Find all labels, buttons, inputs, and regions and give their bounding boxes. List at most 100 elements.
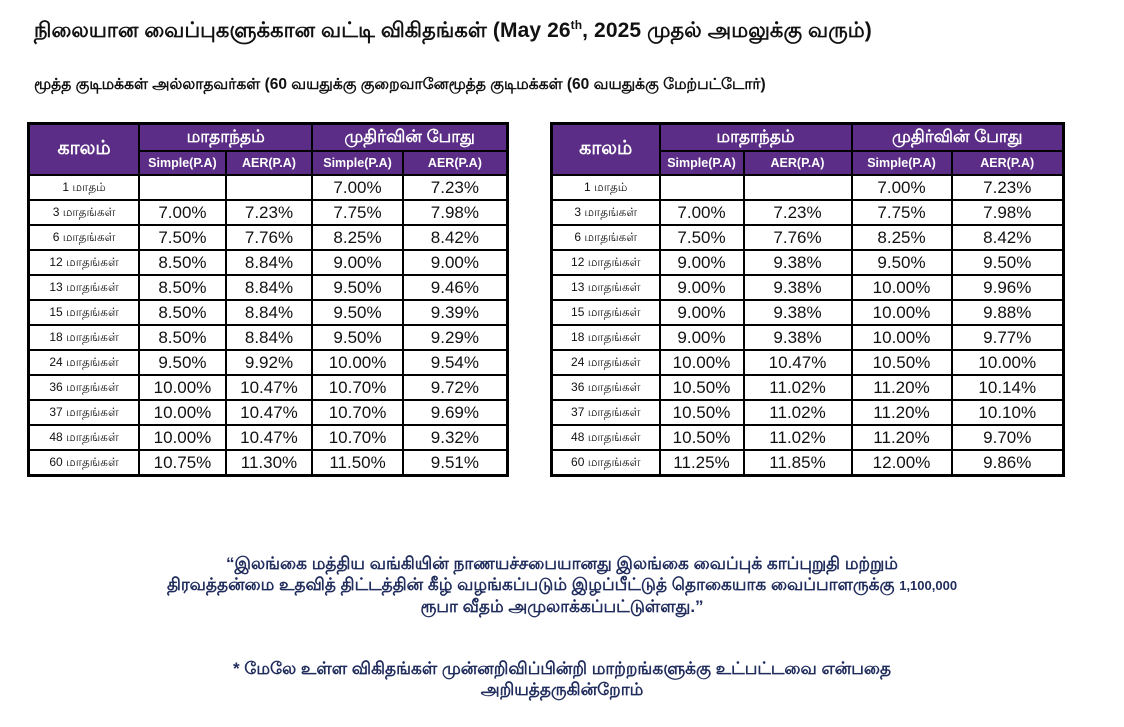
maturity-simple-header: Simple(P.A) <box>311 150 404 176</box>
page-title-superscript: th <box>570 18 583 32</box>
table-row: 15 மாதங்கள் 9.00% 9.38% 10.00% 9.88% <box>550 299 1065 326</box>
period-cell: 1 மாதம் <box>27 174 141 201</box>
monthly-simple-cell: 7.50% <box>658 224 745 251</box>
maturity-aer-cell: 7.98% <box>950 199 1065 226</box>
maturity-simple-cell: 9.50% <box>311 274 404 301</box>
maturity-simple-cell: 10.00% <box>850 274 953 301</box>
period-cell: 13 மாதங்கள் <box>27 274 141 301</box>
maturity-simple-cell: 11.50% <box>311 449 404 477</box>
monthly-simple-header: Simple(P.A) <box>138 150 227 176</box>
monthly-simple-cell: 10.00% <box>138 424 227 451</box>
notice-line-2-text: திரவத்தன்மை உதவித் திட்டத்தின் கீழ் வழங்… <box>166 575 895 594</box>
maturity-simple-cell: 9.50% <box>311 299 404 326</box>
table-row: 6 மாதங்கள் 7.50% 7.76% 8.25% 8.42% <box>550 224 1065 251</box>
maturity-header: முதிர்வின் போது <box>311 122 509 152</box>
table-row: 6 மாதங்கள் 7.50% 7.76% 8.25% 8.42% <box>27 224 509 251</box>
monthly-simple-cell: 7.00% <box>658 199 745 226</box>
monthly-aer-cell: 10.47% <box>224 399 314 426</box>
notice-line-1: “இலங்கை மத்திய வங்கியின் நாணயச்சபையானது … <box>226 554 898 573</box>
maturity-aer-cell: 9.00% <box>401 249 509 276</box>
maturity-aer-cell: 9.69% <box>401 399 509 426</box>
maturity-simple-cell: 9.50% <box>311 324 404 351</box>
maturity-aer-cell: 9.51% <box>401 449 509 477</box>
monthly-simple-cell: 10.00% <box>138 399 227 426</box>
maturity-aer-cell: 9.72% <box>401 374 509 401</box>
maturity-simple-cell: 10.00% <box>850 324 953 351</box>
table-row: 12 மாதங்கள் 8.50% 8.84% 9.00% 9.00% <box>27 249 509 276</box>
maturity-aer-cell: 8.42% <box>950 224 1065 251</box>
maturity-simple-cell: 9.50% <box>850 249 953 276</box>
period-cell: 36 மாதங்கள் <box>550 374 661 401</box>
period-cell: 6 மாதங்கள் <box>550 224 661 251</box>
monthly-aer-cell: 9.38% <box>742 324 853 351</box>
table-row: 37 மாதங்கள் 10.50% 11.02% 11.20% 10.10% <box>550 399 1065 426</box>
rates-table-senior: காலம் மாதாந்தம் முதிர்வின் போது Simple(P… <box>550 122 1065 477</box>
monthly-aer-cell: 8.84% <box>224 324 314 351</box>
monthly-simple-cell: 7.00% <box>138 199 227 226</box>
monthly-simple-cell: 10.50% <box>658 399 745 426</box>
notice-line-3: ரூபா வீதம் அமுலாக்கப்பட்டுள்ளது.” <box>420 597 704 616</box>
maturity-aer-cell: 7.23% <box>401 174 509 201</box>
monthly-simple-cell: 8.50% <box>138 324 227 351</box>
period-cell: 18 மாதங்கள் <box>27 324 141 351</box>
monthly-aer-cell: 7.23% <box>742 199 853 226</box>
period-cell: 60 மாதங்கள் <box>27 449 141 477</box>
table-row: 12 மாதங்கள் 9.00% 9.38% 9.50% 9.50% <box>550 249 1065 276</box>
table-row: 13 மாதங்கள் 9.00% 9.38% 10.00% 9.96% <box>550 274 1065 301</box>
maturity-header: முதிர்வின் போது <box>850 122 1065 152</box>
maturity-simple-cell: 7.75% <box>311 199 404 226</box>
table-row: 24 மாதங்கள் 10.00% 10.47% 10.50% 10.00% <box>550 349 1065 376</box>
period-cell: 37 மாதங்கள் <box>27 399 141 426</box>
monthly-simple-cell: 8.50% <box>138 249 227 276</box>
monthly-aer-cell: 11.02% <box>742 424 853 451</box>
monthly-simple-cell: 9.00% <box>658 274 745 301</box>
maturity-aer-cell: 10.10% <box>950 399 1065 426</box>
maturity-simple-cell: 9.00% <box>311 249 404 276</box>
rates-disclaimer: * மேலே உள்ள விகிதங்கள் முன்னறிவிப்பின்றி… <box>0 658 1124 700</box>
monthly-aer-cell: 11.85% <box>742 449 853 477</box>
page-title-main: நிலையான வைப்புகளுக்கான வட்டி விகிதங்கள் … <box>34 19 571 42</box>
maturity-aer-cell: 9.39% <box>401 299 509 326</box>
maturity-simple-cell: 10.70% <box>311 374 404 401</box>
period-cell: 48 மாதங்கள் <box>27 424 141 451</box>
period-header: காலம் <box>550 122 661 176</box>
period-cell: 1 மாதம் <box>550 174 661 201</box>
maturity-simple-cell: 11.20% <box>850 399 953 426</box>
maturity-aer-cell: 9.77% <box>950 324 1065 351</box>
monthly-aer-cell <box>224 174 314 201</box>
table-row: 24 மாதங்கள் 9.50% 9.92% 10.00% 9.54% <box>27 349 509 376</box>
maturity-simple-cell: 10.50% <box>850 349 953 376</box>
monthly-simple-header: Simple(P.A) <box>658 150 745 176</box>
monthly-aer-cell: 8.84% <box>224 274 314 301</box>
maturity-simple-header: Simple(P.A) <box>850 150 953 176</box>
page-title-end: , 2025 முதல் அமலுக்கு வரும்) <box>582 19 872 42</box>
maturity-simple-cell: 8.25% <box>311 224 404 251</box>
period-cell: 15 மாதங்கள் <box>27 299 141 326</box>
table-row: 1 மாதம் 7.00% 7.23% <box>27 174 509 201</box>
table-row: 60 மாதங்கள் 10.75% 11.30% 11.50% 9.51% <box>27 449 509 477</box>
maturity-simple-cell: 12.00% <box>850 449 953 477</box>
monthly-header: மாதாந்தம் <box>138 122 314 152</box>
maturity-aer-cell: 9.32% <box>401 424 509 451</box>
monthly-aer-cell: 7.23% <box>224 199 314 226</box>
maturity-aer-cell: 9.86% <box>950 449 1065 477</box>
maturity-aer-cell: 9.88% <box>950 299 1065 326</box>
maturity-aer-cell: 9.70% <box>950 424 1065 451</box>
monthly-simple-cell: 10.00% <box>658 349 745 376</box>
monthly-aer-header: AER(P.A) <box>224 150 314 176</box>
period-cell: 15 மாதங்கள் <box>550 299 661 326</box>
table-subtitle: மூத்த குடிமக்கள் அல்லாதவர்கள் (60 வயதுக்… <box>34 76 766 93</box>
monthly-aer-cell: 11.02% <box>742 399 853 426</box>
period-cell: 60 மாதங்கள் <box>550 449 661 477</box>
rates-table-non-senior: காலம் மாதாந்தம் முதிர்வின் போது Simple(P… <box>27 122 509 477</box>
monthly-simple-cell: 9.00% <box>658 299 745 326</box>
maturity-aer-cell: 7.23% <box>950 174 1065 201</box>
table-row: 48 மாதங்கள் 10.00% 10.47% 10.70% 9.32% <box>27 424 509 451</box>
table-row: 3 மாதங்கள் 7.00% 7.23% 7.75% 7.98% <box>550 199 1065 226</box>
monthly-header: மாதாந்தம் <box>658 122 853 152</box>
monthly-simple-cell: 10.50% <box>658 424 745 451</box>
period-cell: 6 மாதங்கள் <box>27 224 141 251</box>
period-cell: 18 மாதங்கள் <box>550 324 661 351</box>
maturity-aer-cell: 9.46% <box>401 274 509 301</box>
monthly-aer-cell: 8.84% <box>224 249 314 276</box>
